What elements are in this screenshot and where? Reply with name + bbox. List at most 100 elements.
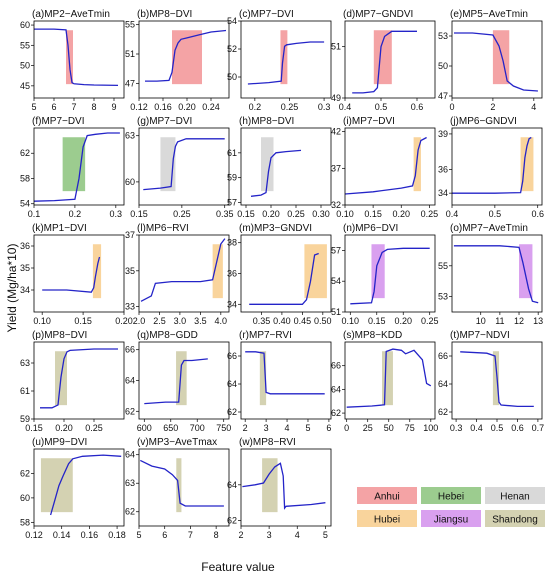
- x-tick-label: 0.10: [33, 316, 51, 326]
- plot-frame: [33, 127, 125, 206]
- panel-title: (s)MP8−KDD: [343, 330, 402, 341]
- panel-title: (w)MP8−RVI: [239, 437, 296, 448]
- y-tick-label: 58: [20, 173, 30, 183]
- series-line: [452, 136, 532, 194]
- x-tick-label: 0: [344, 423, 349, 433]
- y-tick-label: 54: [331, 276, 341, 286]
- y-tick-label: 60: [20, 20, 30, 30]
- x-tick-label: 0.25: [287, 209, 305, 219]
- series-line: [49, 454, 122, 516]
- x-tick-label: 0.20: [55, 423, 73, 433]
- panel-21: (v)MP3−AveTmax 5 6 7 8 62 63 64: [125, 437, 230, 540]
- y-tick-label: 64: [227, 379, 237, 389]
- x-tick-label: 0.12: [130, 102, 148, 112]
- legend-item: Jiangsu: [421, 510, 481, 527]
- x-tick-label: 0.3: [110, 209, 123, 219]
- x-tick-label: 0.18: [108, 530, 126, 540]
- x-tick-label: 2.5: [153, 316, 166, 326]
- panel-1: (b)MP8−DVI 0.12 0.16 0.20 0.24 47 51 55: [125, 9, 230, 112]
- y-tick-label: 58: [20, 517, 30, 527]
- y-tick-label: 64: [125, 450, 135, 460]
- y-tick-label: 62: [20, 148, 30, 158]
- x-tick-label: 0.40: [273, 316, 291, 326]
- x-tick-label: 0.20: [262, 209, 280, 219]
- x-tick-label: 0.15: [237, 209, 255, 219]
- panel-title: (o)MP7−AveTmin: [450, 223, 528, 234]
- plot-frame: [344, 20, 436, 99]
- x-tick-label: 0.5: [491, 423, 504, 433]
- panel-title: (r)MP7−RVI: [239, 330, 292, 341]
- panel-14: (o)MP7−AveTmin 10 11 12 13 53 55: [438, 223, 543, 326]
- series-line: [140, 459, 224, 507]
- series-line: [245, 351, 325, 395]
- y-tick-label: 62: [438, 407, 448, 417]
- legend-label: Henan: [500, 492, 529, 503]
- region-band: [519, 244, 533, 299]
- y-tick-label: 51: [331, 42, 341, 52]
- plot-frame: [240, 20, 332, 99]
- panel-15: (p)MP8−DVI 0.15 0.20 0.25 59 61 63: [20, 330, 125, 433]
- y-tick-label: 54: [227, 16, 237, 26]
- plot-frame: [138, 234, 230, 313]
- y-tick-label: 62: [125, 406, 135, 416]
- panel-title: (h)MP8−DVI: [239, 116, 294, 127]
- x-tick-label: 50: [384, 423, 394, 433]
- panel-20: (u)MP9−DVI 0.12 0.14 0.16 0.18 58 60 62: [20, 437, 126, 540]
- x-tick-label: 0.6: [531, 209, 544, 219]
- legend-item: Henan: [485, 487, 545, 504]
- region-band: [280, 30, 288, 85]
- legend-swatch: [421, 510, 481, 527]
- panel-title: (p)MP8−DVI: [32, 330, 87, 341]
- x-tick-label: 9: [111, 102, 116, 112]
- panel-13: (n)MP6−DVI 0.10 0.15 0.20 0.25 51 54 57: [331, 223, 438, 326]
- x-tick-label: 0.2: [249, 102, 262, 112]
- region-band: [176, 458, 182, 513]
- x-tick-label: 0.25: [281, 102, 299, 112]
- x-tick-label: 0.10: [342, 316, 360, 326]
- y-tick-label: 57: [227, 198, 237, 208]
- y-tick-label: 59: [20, 414, 30, 424]
- series-line: [344, 136, 427, 195]
- x-tick-label: 0.30: [312, 209, 330, 219]
- panel-title: (c)MP7−DVI: [239, 9, 294, 20]
- y-tick-label: 52: [227, 44, 237, 54]
- series-line: [249, 252, 319, 305]
- series-line: [40, 348, 118, 409]
- x-tick-label: 3.0: [174, 316, 187, 326]
- y-tick-label: 32: [331, 200, 341, 210]
- series-line: [460, 351, 534, 408]
- region-band: [172, 30, 202, 85]
- plot-frame: [33, 20, 125, 99]
- x-tick-label: 0.7: [532, 423, 545, 433]
- legend-item: Shandong: [485, 510, 545, 527]
- y-tick-label: 51: [331, 307, 341, 317]
- x-tick-label: 0: [449, 102, 454, 112]
- panel-5: (f)MP7−DVI 0.1 0.2 0.3 54 58 62: [20, 116, 125, 219]
- region-band: [413, 137, 421, 192]
- x-tick-label: 0.16: [154, 102, 172, 112]
- y-tick-label: 47: [438, 91, 448, 101]
- x-tick-label: 0.15: [74, 316, 92, 326]
- legend: Anhui Hebei Henan Hubei Jiangsu Shandong: [357, 487, 545, 527]
- x-tick-label: 0.15: [25, 423, 43, 433]
- region-band: [62, 137, 86, 192]
- x-tick-label: 100: [423, 423, 438, 433]
- plot-frame: [138, 20, 230, 99]
- x-tick-label: 0.25: [85, 423, 103, 433]
- plot-frame: [344, 127, 436, 206]
- y-tick-label: 37: [331, 163, 341, 173]
- x-tick-label: 0.25: [173, 209, 191, 219]
- panel-10: (k)MP1−DVI 0.10 0.15 0.20 34 35 36: [20, 223, 133, 326]
- y-tick-label: 62: [227, 407, 237, 417]
- x-tick-label: 6: [51, 102, 56, 112]
- y-tick-label: 38: [227, 238, 237, 248]
- y-tick-label: 35: [125, 266, 135, 276]
- series-line: [250, 149, 302, 197]
- y-tick-label: 55: [438, 261, 448, 271]
- legend-swatch: [485, 510, 545, 527]
- x-tick-label: 0.14: [53, 530, 71, 540]
- y-tick-label: 62: [227, 516, 237, 526]
- panel-title: (l)MP6−RVI: [137, 223, 189, 234]
- x-tick-label: 2: [243, 423, 248, 433]
- x-tick-label: 4: [531, 102, 536, 112]
